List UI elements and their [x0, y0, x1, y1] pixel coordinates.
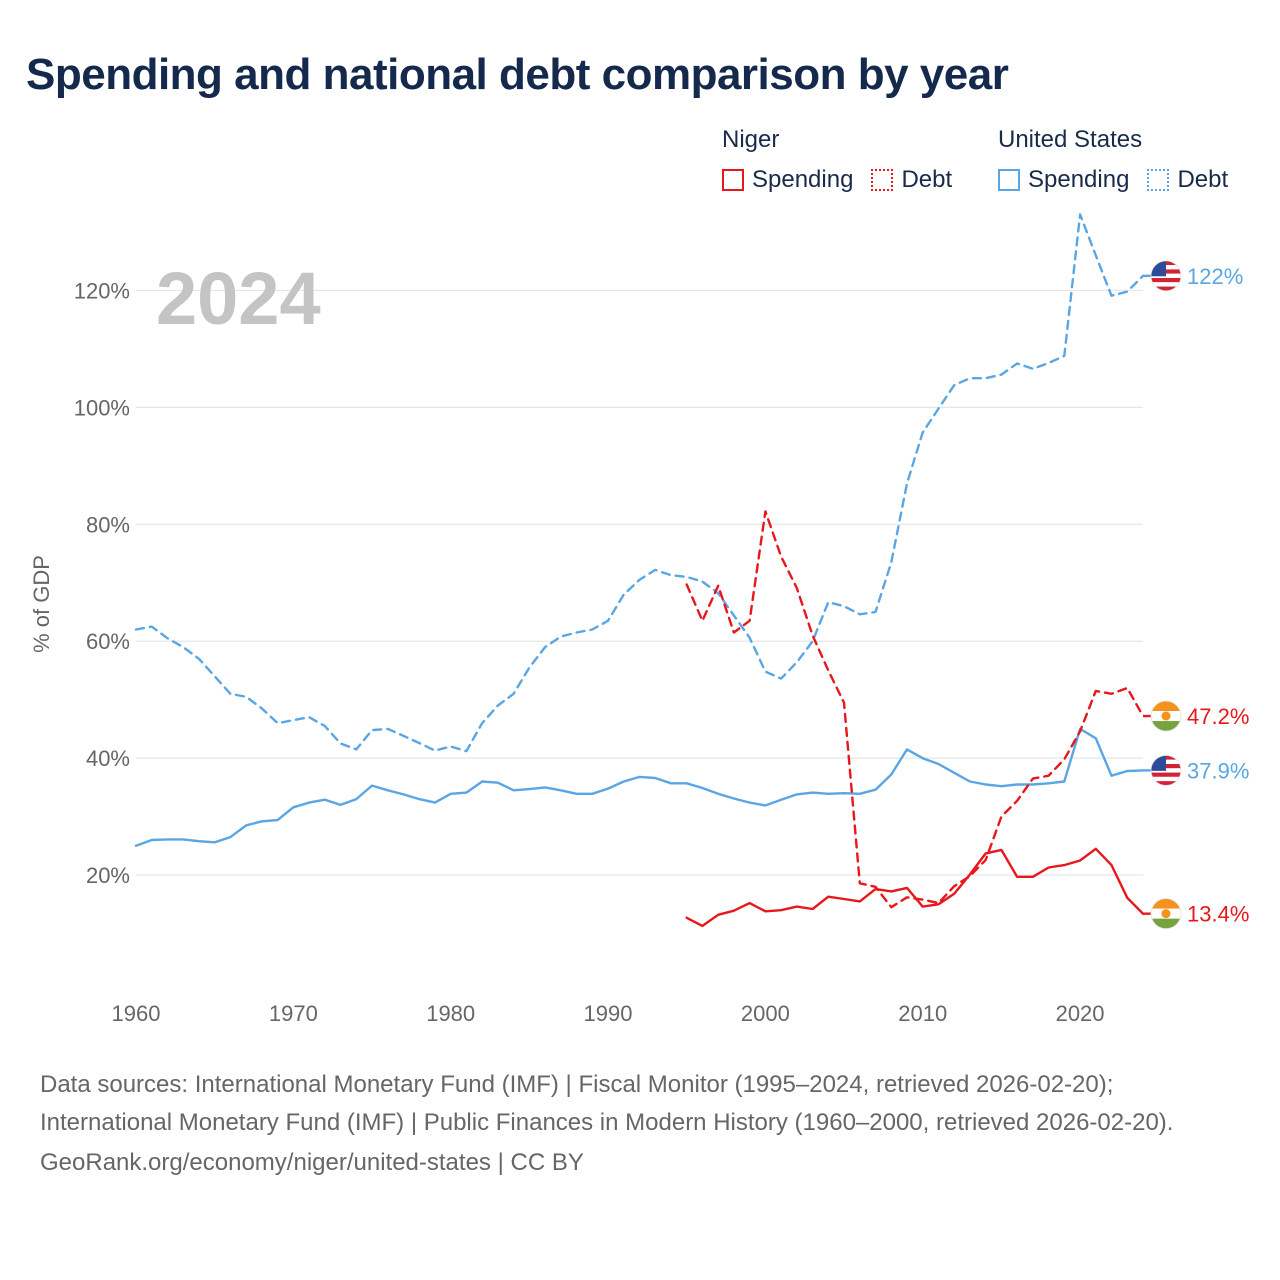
line-chart: 2024 20% 40% 60% 80% 100% 120% 1960 1970 1980 199… [29, 213, 1249, 1026]
legend-item-us-debt[interactable]: Debt [1147, 166, 1228, 194]
niger-flag-top-band [1151, 701, 1181, 712]
us-flag-icon [1150, 755, 1182, 786]
niger-flag-body [1151, 898, 1181, 929]
us-flag-icon [1150, 260, 1182, 292]
dotted-swatch-icon [871, 169, 894, 191]
niger-spending-line[interactable] [685, 847, 1145, 928]
x-tick-label: 1990 [584, 1001, 633, 1026]
niger-spending-end-label: 13.4% [1187, 902, 1249, 927]
x-tick-label: 1980 [426, 1001, 475, 1026]
y-tick-label: 60% [86, 629, 130, 654]
y-tick-label: 120% [74, 278, 130, 303]
us-flag-stripe [1151, 781, 1181, 786]
x-tick-label: 1960 [112, 1001, 161, 1026]
united-states-debt-series [134, 213, 1151, 753]
x-tick-label: 2010 [898, 1001, 947, 1026]
niger-flag-rim [1150, 700, 1182, 732]
legend-group-label: Niger [722, 126, 780, 153]
x-tick-label: 2000 [741, 1001, 790, 1026]
niger-flag-icon [1150, 898, 1182, 930]
niger-spending-series [685, 847, 1151, 928]
united-states-spending-line[interactable] [134, 727, 1145, 847]
legend-group-united-states: United States Spending Debt [998, 124, 1228, 194]
us-flag-stripe [1151, 286, 1181, 291]
niger-debt-end-label: 47.2% [1187, 704, 1249, 729]
chart-footer: Data sources: International Monetary Fun… [40, 1066, 1240, 1182]
x-tick-label: 2020 [1056, 1001, 1105, 1026]
legend-item-us-spending[interactable]: Spending [998, 166, 1129, 194]
niger-flag-sun [1161, 909, 1171, 919]
year-watermark: 2024 [156, 257, 321, 340]
credit-link[interactable]: GeoRank.org/economy/niger/united-states … [40, 1149, 584, 1176]
niger-flag-bottom-band [1151, 721, 1181, 732]
legend-item-label: Spending [1028, 166, 1130, 193]
us-flag-rim [1150, 755, 1182, 786]
legend-group-niger: Niger Spending Debt [722, 124, 952, 194]
x-tick-label: 1970 [269, 1001, 318, 1026]
niger-flag-body [1151, 701, 1181, 732]
niger-flag-sun [1161, 711, 1171, 721]
dotted-swatch-icon [1147, 169, 1170, 191]
legend-item-label: Debt [1177, 166, 1229, 193]
legend-item-label: Spending [752, 166, 854, 193]
united-states-debt-line[interactable] [134, 213, 1145, 753]
us-flag-stripe [1151, 277, 1181, 283]
niger-flag-top-band [1151, 898, 1181, 909]
niger-debt-series [685, 510, 1151, 909]
solid-swatch-icon [722, 169, 744, 191]
us-flag-stripe [1151, 282, 1181, 287]
united-states-spending-series [134, 727, 1151, 847]
us-flag-rim [1150, 260, 1182, 292]
data-sources-text: Data sources: International Monetary Fun… [40, 1071, 1174, 1136]
y-axis-label: % of GDP [29, 555, 54, 653]
us-flag-stripe [1151, 776, 1181, 782]
us-flag-stripe [1151, 772, 1181, 777]
y-tick-label: 40% [86, 746, 130, 771]
us-flag-body [1151, 260, 1181, 291]
legend-group-label: United States [998, 126, 1143, 153]
legend-item-niger-debt[interactable]: Debt [871, 166, 952, 194]
chart-title: Spending and national debt comparison by… [26, 50, 1009, 99]
united-states-debt-end-label: 122% [1187, 264, 1243, 289]
niger-flag-rim [1150, 898, 1182, 930]
niger-flag-bottom-band [1151, 918, 1181, 929]
niger-flag-icon [1150, 700, 1182, 732]
y-tick-label: 100% [74, 395, 130, 420]
united-states-spending-end-label: 37.9% [1187, 758, 1249, 783]
niger-debt-line[interactable] [685, 510, 1145, 909]
solid-swatch-icon [998, 169, 1020, 191]
legend-item-niger-spending[interactable]: Spending [722, 166, 853, 194]
legend-item-label: Debt [901, 166, 953, 193]
y-tick-label: 80% [86, 512, 130, 537]
us-flag-body [1151, 755, 1181, 786]
y-tick-label: 20% [86, 863, 130, 888]
